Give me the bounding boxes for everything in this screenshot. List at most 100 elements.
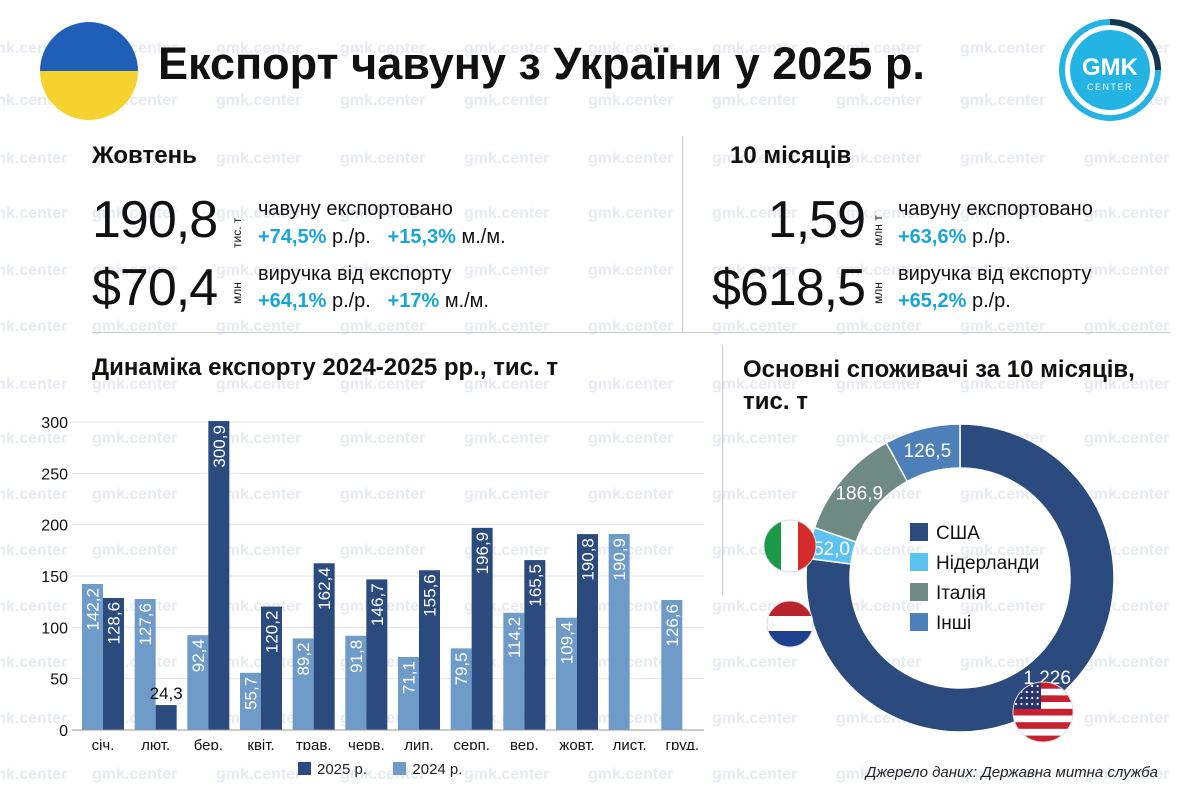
legend-swatch xyxy=(910,583,928,601)
watermark-text: gmk.center xyxy=(464,318,550,335)
bar-label-2025: 165,5 xyxy=(526,564,545,607)
watermark-text: gmk.center xyxy=(0,205,68,222)
legend-swatch-2025 xyxy=(298,762,311,775)
y-tick-label: 100 xyxy=(41,620,68,637)
bar-2025 xyxy=(261,606,282,730)
ten-months-volume: 1,59 xyxy=(767,191,866,249)
legend-label: Інші xyxy=(936,613,972,634)
watermark-text: gmk.center xyxy=(340,92,426,109)
bar-2025 xyxy=(524,560,546,730)
watermark-text: gmk.center xyxy=(1084,205,1170,222)
bar-label-2025: 24,3 xyxy=(150,684,183,703)
legend-swatch xyxy=(910,613,928,631)
october-heading: Жовтень xyxy=(92,142,197,169)
bar-2025 xyxy=(419,570,440,730)
x-tick-label: лют. xyxy=(141,737,170,750)
bar-2024 xyxy=(556,617,577,730)
watermark-text: gmk.center xyxy=(92,318,178,335)
donut-label: 126,5 xyxy=(904,441,952,462)
x-tick-label: вер. xyxy=(510,737,539,750)
y-tick-label: 200 xyxy=(41,518,68,535)
bar-label-2024: 127,6 xyxy=(136,603,155,646)
october-revenue-yoy: +64,1% xyxy=(258,290,327,312)
bar-label-2024: 142,2 xyxy=(84,588,103,631)
donut-slice-Інші xyxy=(885,423,961,483)
x-tick-label: квіт. xyxy=(247,737,274,750)
x-tick-label: черв. xyxy=(348,737,385,750)
october-volume-change: +74,5% р./р. +15,3% м./м. xyxy=(258,226,506,248)
watermark-text: gmk.center xyxy=(216,318,302,335)
legend-swatch xyxy=(910,523,928,541)
donut-legend-item: США xyxy=(910,523,1039,553)
y-tick-label: 250 xyxy=(41,466,68,483)
watermark-text: gmk.center xyxy=(340,318,426,335)
bar-label-2024: 92,4 xyxy=(189,639,208,672)
export-bar-chart: 0 50 100 150 200 250 300 142,2 128,6 січ. 127,6 24,… xyxy=(41,415,704,750)
watermark-text: gmk.center xyxy=(960,40,1046,57)
bar-label-2025: 146,7 xyxy=(368,583,387,626)
bar-label-2025: 300,9 xyxy=(210,425,229,468)
bar-label-2024: 89,2 xyxy=(294,642,313,675)
donut-legend-item: Італія xyxy=(910,583,1039,613)
y-tick-label: 150 xyxy=(41,569,68,586)
horizontal-divider xyxy=(92,332,1170,333)
x-tick-label: лип. xyxy=(404,737,433,750)
bar-2025 xyxy=(577,534,598,730)
watermark-text: gmk.center xyxy=(464,205,550,222)
bar-label-2025: 190,8 xyxy=(579,538,598,581)
bar-label-2024: 126,6 xyxy=(663,604,682,647)
bar-2024 xyxy=(187,635,209,730)
bar-label-2025: 120,2 xyxy=(263,611,282,654)
watermark-text: gmk.center xyxy=(0,150,68,167)
bar-2024 xyxy=(134,598,156,730)
logo-text: GMK xyxy=(1082,54,1139,81)
october-volume: 190,8 xyxy=(92,191,218,249)
x-tick-label: січ. xyxy=(92,737,115,750)
x-tick-label: бер. xyxy=(194,737,223,750)
bar-2025 xyxy=(313,563,335,730)
ten-months-revenue: $618,5 xyxy=(711,259,866,317)
watermark-text: gmk.center xyxy=(1084,262,1170,279)
bar-2025 xyxy=(366,579,388,730)
watermark-text: gmk.center xyxy=(340,150,426,167)
watermark-text: gmk.center xyxy=(1084,150,1170,167)
watermark-text: gmk.center xyxy=(836,318,922,335)
bar-2024 xyxy=(240,672,261,730)
bar-2024 xyxy=(82,584,103,730)
october-volume-mom: +15,3% xyxy=(387,226,456,248)
watermark-text: gmk.center xyxy=(216,766,302,783)
bar-label-2025: 155,6 xyxy=(421,574,440,617)
bar-label-2024: 190,9 xyxy=(610,538,629,581)
legend-label: США xyxy=(936,523,980,544)
bar-label-2025: 196,9 xyxy=(473,532,492,575)
watermark-text: gmk.center xyxy=(588,262,674,279)
watermark-text: gmk.center xyxy=(588,205,674,222)
x-tick-label: жовт. xyxy=(559,737,594,750)
bar-2025 xyxy=(471,527,493,730)
netherlands-flag-icon xyxy=(767,601,813,647)
ten-months-heading: 10 місяців xyxy=(730,142,852,169)
italy-flag-icon xyxy=(764,520,816,572)
bar-2024 xyxy=(398,657,419,730)
bar-2024 xyxy=(503,612,525,730)
watermark-text: gmk.center xyxy=(0,318,68,335)
bar-label-2024: 55,7 xyxy=(242,677,261,710)
watermark-text: gmk.center xyxy=(960,318,1046,335)
watermark-text: gmk.center xyxy=(588,92,674,109)
vertical-divider-bottom xyxy=(722,345,723,595)
donut-slice-США xyxy=(805,423,1115,733)
watermark-text: gmk.center xyxy=(712,318,798,335)
legend-item-2025: 2025 р. xyxy=(298,761,367,778)
watermark-text: gmk.center xyxy=(464,150,550,167)
legend-item-2024: 2024 р. xyxy=(393,761,462,778)
bar-2024 xyxy=(345,635,367,730)
watermark-text: gmk.center xyxy=(216,150,302,167)
october-revenue-change: +64,1% р./р. +17% м./м. xyxy=(258,290,489,312)
legend-label: Нідерланди xyxy=(936,553,1040,574)
watermark-text: gmk.center xyxy=(836,92,922,109)
y-tick-label: 0 xyxy=(59,723,68,740)
legend-label: Італія xyxy=(936,583,986,604)
bar-2024 xyxy=(608,534,630,730)
ten-months-revenue-yoy: +65,2% xyxy=(898,290,967,312)
bar-label-2024: 114,2 xyxy=(505,617,524,658)
